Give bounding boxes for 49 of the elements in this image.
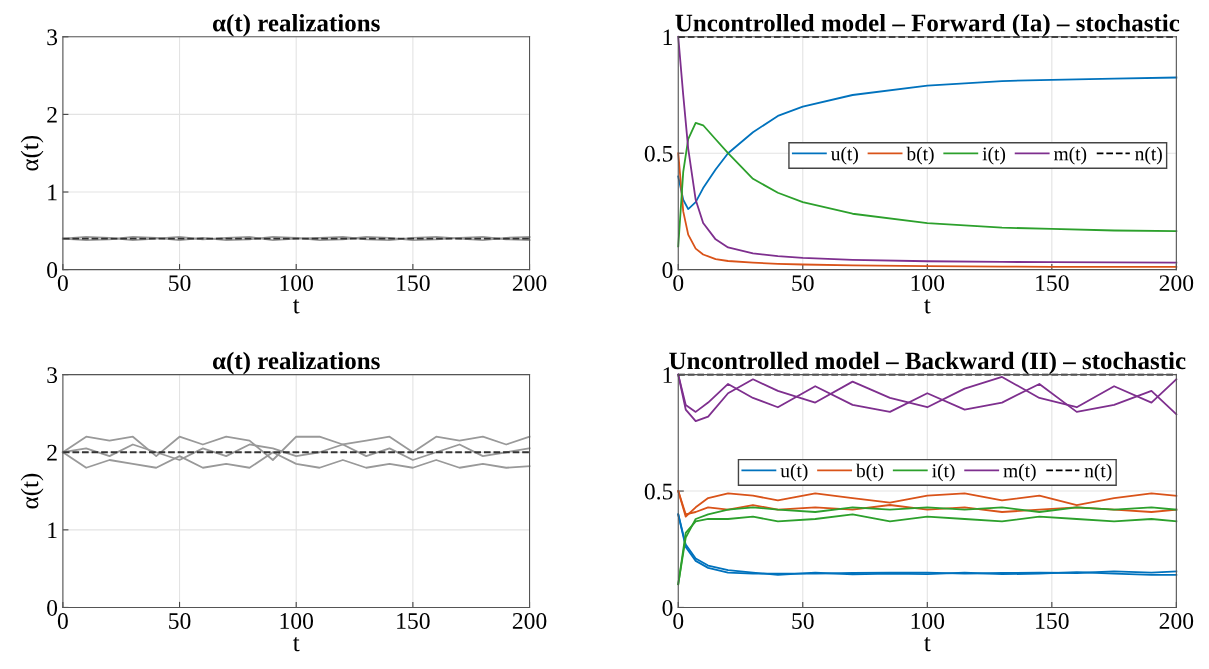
x-axis-title: t [292,299,300,314]
x-axis-title: t [924,299,931,314]
x-tick-label: 100 [280,275,314,292]
legend-label: i(t) [932,463,955,482]
legend-label: b(t) [906,146,934,165]
legend-label: n(t) [1084,463,1112,482]
x-tick-label: 200 [512,275,547,292]
x-tick-label: 100 [911,613,945,629]
chart-title: α(t) realizations [212,351,380,375]
y-tick-label: 2 [47,106,57,123]
x-tick-label: 150 [397,275,430,292]
x-axis-title: t [292,637,300,652]
legend-label: u(t) [831,146,858,165]
chart-title: α(t) realizations [212,13,380,37]
x-tick-label: 50 [792,613,814,629]
y-tick-label: 1 [48,522,57,539]
y-axis-title: α(t) [20,473,44,509]
x-tick-label: 100 [911,275,945,292]
x-axis-title: t [924,637,931,652]
y-tick-label: 0 [662,262,673,279]
x-tick-label: 200 [1159,275,1194,292]
x-tick-label: 200 [1159,613,1194,629]
x-tick-label: 100 [280,613,314,629]
x-tick-label: 150 [397,613,430,629]
y-tick-label: 1 [663,29,672,45]
legend-label: m(t) [1003,463,1036,482]
x-tick-label: 200 [512,613,547,629]
y-tick-label: 0 [47,262,58,279]
x-tick-label: 50 [169,275,191,292]
x-tick-label: 50 [792,275,814,292]
y-tick-label: 0 [47,599,58,616]
legend-label: b(t) [855,463,884,482]
y-tick-label: 0.5 [644,145,673,162]
y-tick-label: 2 [47,444,57,461]
y-tick-label: 1 [48,184,57,201]
x-tick-label: 150 [1036,275,1069,292]
y-tick-label: 0.5 [644,483,673,500]
y-axis-title: α(t) [20,135,44,171]
legend-label: u(t) [780,463,808,482]
y-tick-label: 3 [47,367,58,384]
legend-label: m(t) [1053,146,1087,165]
x-tick-label: 50 [169,613,191,629]
chart-title: Uncontrolled model – Forward (Ia) – stochastic [675,13,1180,37]
x-tick-label: 150 [1036,613,1069,629]
y-tick-label: 0 [662,599,673,616]
y-tick-label: 3 [47,29,58,46]
legend-label: n(t) [1135,146,1162,165]
x-tick-label: 0 [673,613,684,629]
legend-label: i(t) [982,146,1006,165]
